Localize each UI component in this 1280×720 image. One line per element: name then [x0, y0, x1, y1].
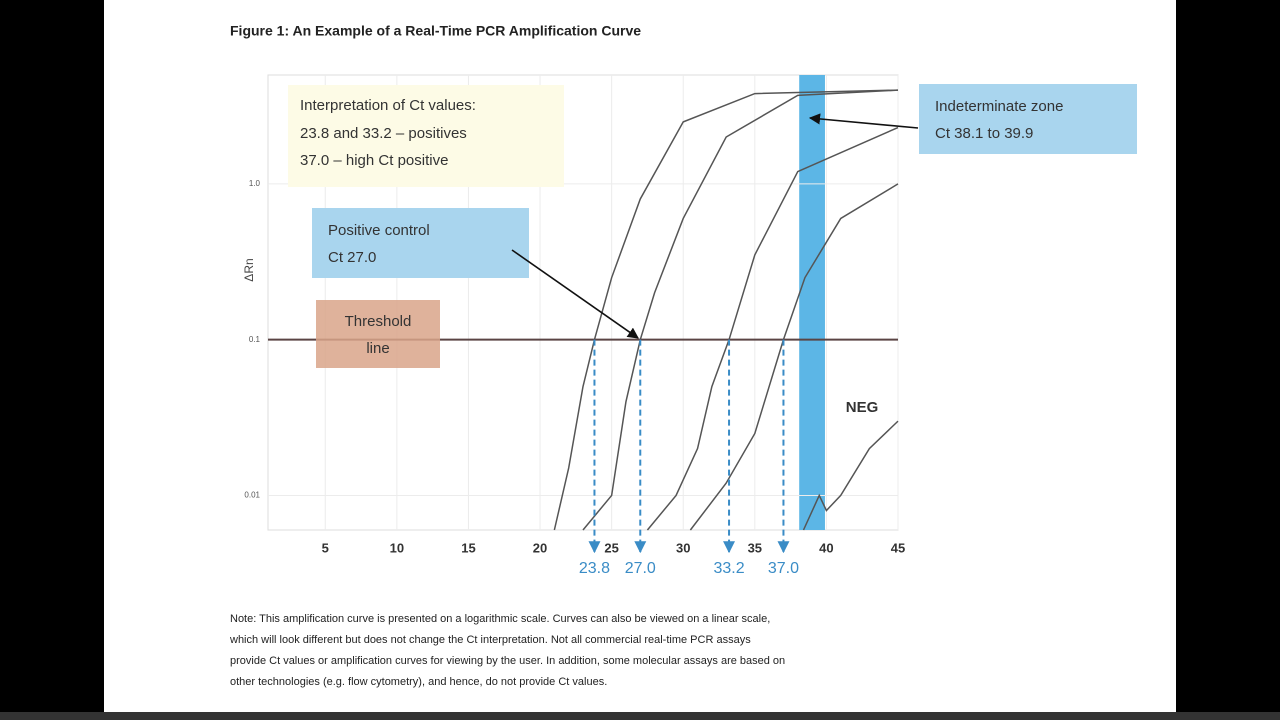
note-line: Note: This amplification curve is presen… — [230, 613, 770, 625]
interpretation-box — [288, 85, 564, 187]
note-line: provide Ct values or amplification curve… — [230, 655, 785, 667]
ct-label: 37.0 — [768, 560, 799, 577]
annotation: Threshold — [345, 313, 412, 330]
annotation: 23.8 and 33.2 – positives — [300, 125, 467, 142]
annotation-arrow — [511, 249, 639, 339]
y-axis-label: ΔRn — [242, 258, 256, 281]
note-line: which will look different but does not c… — [229, 634, 751, 646]
ct-label: 33.2 — [713, 560, 744, 577]
amplification-curve — [553, 89, 899, 531]
figure-title: Figure 1: An Example of a Real-Time PCR … — [230, 23, 641, 39]
indeterminate-zone — [799, 75, 825, 530]
x-tick-label: 25 — [604, 540, 618, 555]
neg-label: NEG — [846, 399, 879, 416]
x-tick-label: 35 — [748, 540, 762, 555]
x-tick-label: 10 — [390, 540, 404, 555]
annotation: line — [366, 340, 389, 357]
chart: 5 10 15 20 25 30 35 40 45 0.01 0.1 1.0 23.8 27.0 33.2 3… — [242, 74, 1137, 577]
amplification-curve — [689, 183, 899, 531]
x-tick-label: 20 — [533, 540, 547, 555]
x-tick-label: 5 — [322, 540, 329, 555]
chart-layer: 5 10 15 20 25 30 35 40 45 0.01 0.1 1.0 23.8 27.0 33.2 3… — [244, 75, 905, 577]
amplification-curve — [582, 89, 899, 531]
amplification-curve — [802, 420, 899, 531]
threshold-box — [316, 300, 440, 368]
annotation: Ct 27.0 — [328, 249, 376, 266]
annotation-arrow — [808, 113, 919, 129]
annotation: Ct 38.1 to 39.9 — [935, 125, 1033, 142]
amplification-curve — [646, 126, 899, 531]
annotation: 37.0 – high Ct positive — [300, 152, 448, 169]
annotation: Indeterminate zone — [935, 98, 1063, 115]
positive-control-box — [312, 208, 529, 278]
x-tick-label: 40 — [819, 540, 833, 555]
note: Note: This amplification curve is presen… — [229, 613, 785, 688]
x-tick-label: 45 — [891, 540, 905, 555]
y-tick-label: 1.0 — [249, 179, 261, 188]
y-tick-label: 0.01 — [244, 491, 260, 500]
ct-label: 23.8 — [579, 560, 610, 577]
x-tick-label: 15 — [461, 540, 475, 555]
note-line: other technologies (e.g. flow cytometry)… — [230, 676, 607, 688]
ct-label: 27.0 — [625, 560, 656, 577]
annotation: Interpretation of Ct values: — [300, 97, 476, 114]
y-tick-label: 0.1 — [249, 335, 261, 344]
bottom-bar — [0, 712, 1280, 720]
x-tick-label: 30 — [676, 540, 690, 555]
indeterminate-box — [919, 84, 1137, 154]
annotation: Positive control — [328, 222, 430, 239]
